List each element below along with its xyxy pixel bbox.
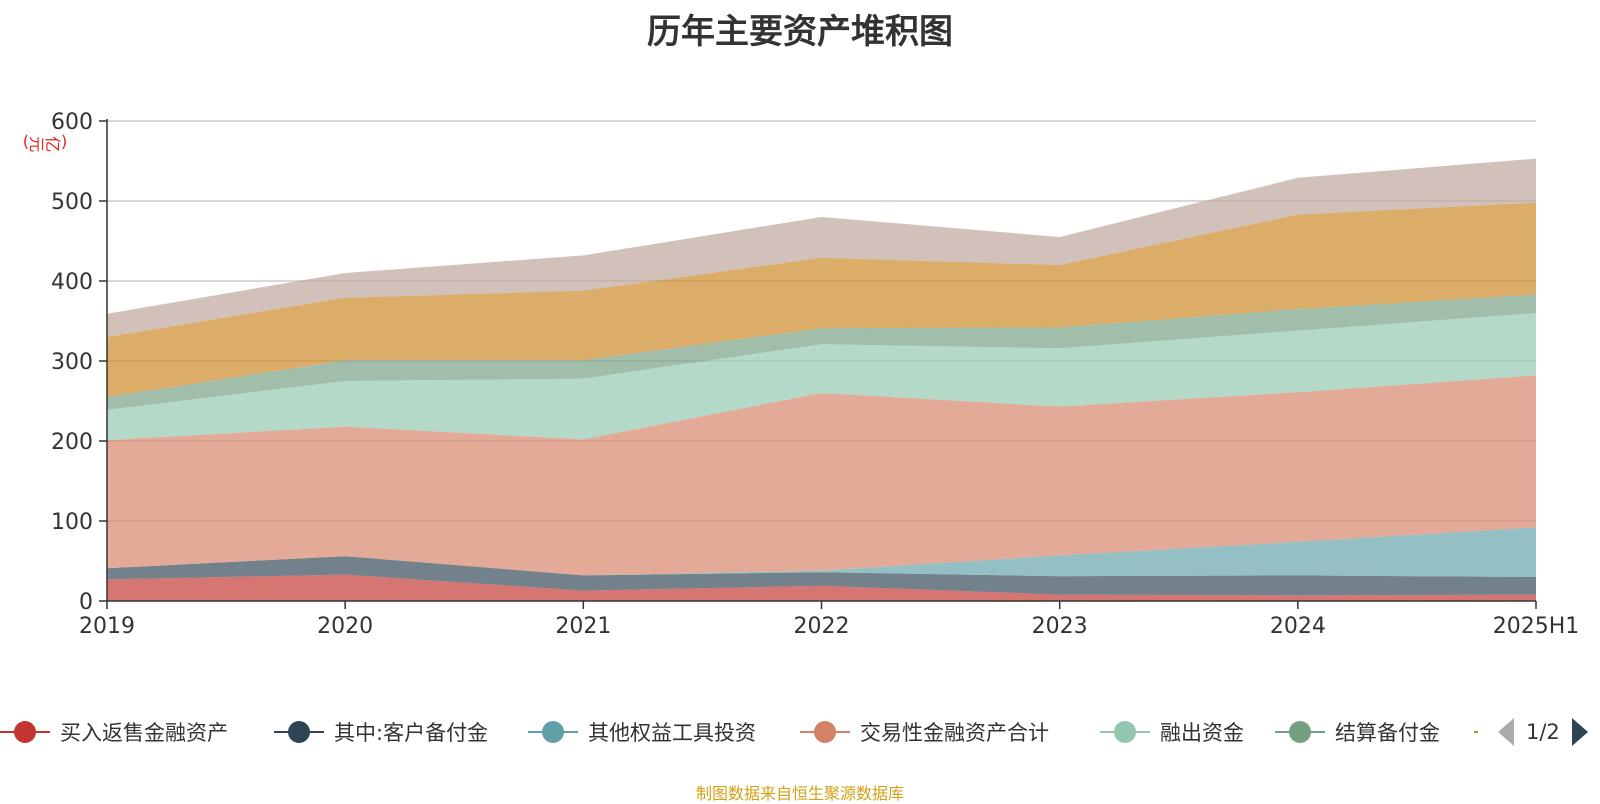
area-series-1 (107, 574, 1536, 601)
area-series-4 (107, 375, 1536, 576)
area-series-2 (107, 556, 1536, 596)
legend-label: 其中:客户备付金 (334, 721, 489, 745)
y-tick-label: 600 (51, 110, 93, 135)
legend-marker-icon (0, 721, 50, 743)
y-tick-label: 100 (51, 510, 93, 535)
area-series-6 (107, 294, 1536, 410)
x-tick-label: 2024 (1270, 614, 1326, 639)
legend-item[interactable]: 买入返售金融资产 (0, 712, 228, 752)
x-tick-label: 2025H1 (1493, 614, 1580, 639)
legend-item[interactable]: 交易性金融资产合计 (800, 712, 1049, 752)
x-tick-label: 2023 (1032, 614, 1088, 639)
stacked-area-chart: 0 100 200 300 400 500 600 2019 2020 2021 2022 2023 2… (51, 110, 1579, 639)
legend-item[interactable]: 其中:客户备付金 (274, 712, 488, 752)
legend-item[interactable]: 结算备付金 (1275, 712, 1440, 752)
legend-label: 买入返售金融资产 (60, 721, 228, 745)
next-page-icon[interactable] (1570, 717, 1590, 747)
area-series-5 (107, 313, 1536, 441)
area-series (107, 158, 1536, 601)
x-tick-label: 2021 (555, 614, 611, 639)
area-series-3 (107, 527, 1536, 577)
x-tick-label: 2019 (79, 614, 135, 639)
chart-title: 历年主要资产堆积图 (647, 12, 953, 52)
legend-item[interactable]: 其他权益工具投资 (528, 712, 756, 752)
y-tick-label: 500 (51, 190, 93, 215)
legend-label: 融出资金 (1160, 721, 1244, 745)
legend-pager: 1/2 (1496, 712, 1590, 752)
prev-page-icon[interactable] (1496, 717, 1516, 747)
legend-marker-icon (1275, 721, 1325, 743)
legend-label: 其他权益工具投资 (588, 721, 756, 745)
legend: 买入返售金融资产 其中:客户备付金 其他权益工具投资 交易性金融资产合计 融出资金 结算备… (0, 712, 1600, 752)
legend-page-indicator: 1/2 (1526, 720, 1560, 744)
axes (99, 119, 1537, 609)
legend-marker-icon (1100, 721, 1150, 743)
legend-marker-icon (528, 721, 578, 743)
x-tick-label: 2020 (317, 614, 373, 639)
area-series-8 (107, 158, 1536, 337)
legend-item[interactable]: 融出资金 (1100, 712, 1244, 752)
y-tick-label: 0 (79, 590, 93, 615)
data-source-note: 制图数据来自恒生聚源数据库 (695, 784, 904, 803)
tick-labels: 0 100 200 300 400 500 600 2019 2020 2021 2022 2023 2… (51, 110, 1579, 639)
x-tick-label: 2022 (794, 614, 850, 639)
legend-marker-icon (274, 721, 324, 743)
legend-label: 交易性金融资产合计 (860, 721, 1049, 745)
legend-label: 结算备付金 (1335, 721, 1440, 745)
y-tick-label: 400 (51, 270, 93, 295)
area-series-7 (107, 202, 1536, 397)
legend-marker-icon (800, 721, 850, 743)
legend-marker-icon (1474, 731, 1478, 733)
y-tick-label: 200 (51, 430, 93, 455)
legend-item[interactable] (1470, 712, 1484, 752)
y-tick-label: 300 (51, 350, 93, 375)
